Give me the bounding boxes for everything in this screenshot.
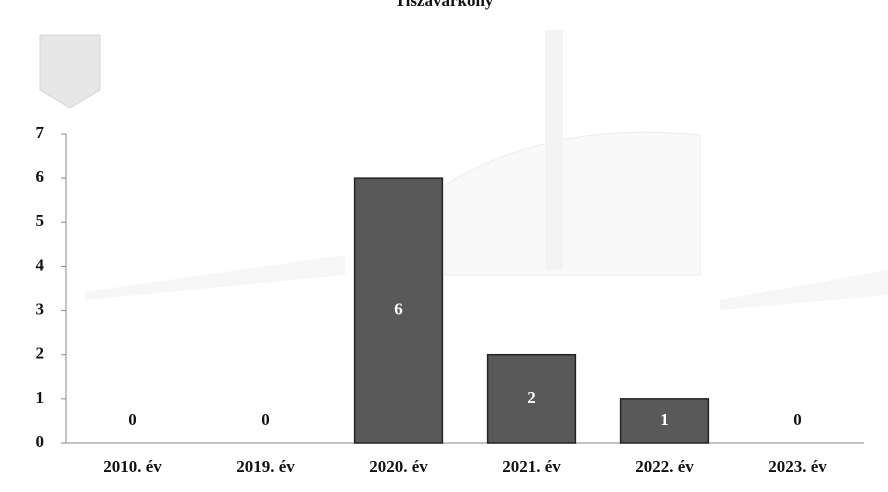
bar [486, 353, 577, 444]
y-tick-label: 6 [36, 167, 45, 186]
data-label: 2 [527, 388, 536, 407]
y-tick-label: 2 [36, 344, 45, 363]
data-label: 1 [660, 410, 669, 429]
y-tick-label: 1 [36, 388, 45, 407]
x-tick-label: 2021. év [502, 457, 561, 476]
x-tick-label: 2020. év [369, 457, 428, 476]
data-label: 0 [793, 410, 802, 429]
y-tick-label: 4 [36, 255, 45, 274]
y-tick-label: 3 [36, 299, 45, 318]
bar [353, 177, 444, 444]
x-tick-label: 2019. év [236, 457, 295, 476]
data-label: 0 [261, 410, 270, 429]
data-label: 6 [394, 299, 403, 318]
x-tick-label: 2022. év [635, 457, 694, 476]
data-label: 0 [128, 410, 137, 429]
y-tick-label: 0 [36, 432, 45, 451]
background-decoration [39, 30, 888, 310]
bar [619, 398, 710, 444]
y-tick-label: 7 [36, 123, 45, 142]
x-tick-label: 2010. év [103, 457, 162, 476]
y-tick-label: 5 [36, 211, 45, 230]
chart-title: Tiszavárkony [395, 0, 494, 10]
x-tick-label: 2023. év [768, 457, 827, 476]
